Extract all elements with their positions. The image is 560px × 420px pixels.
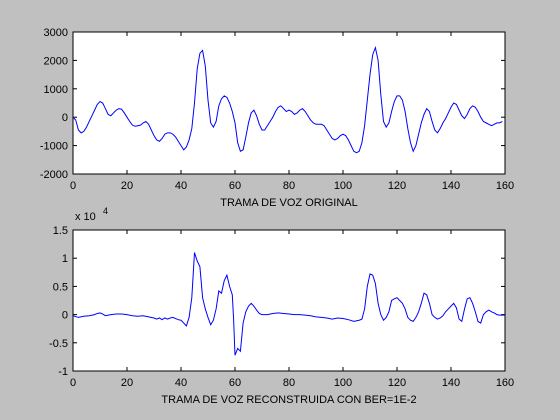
series-line (72, 252, 505, 356)
y-tick-label: 3000 (44, 27, 68, 39)
x-tick-label: 60 (229, 180, 241, 192)
x-axis-label: TRAMA DE VOZ ORIGINAL (220, 197, 358, 209)
axes-box (72, 229, 506, 372)
y-tick-label: 2000 (44, 55, 68, 67)
x-tick-label: 20 (121, 180, 133, 192)
x-tick-label: 40 (175, 180, 187, 192)
plot-original-voice-frame: 0 20 40 60 80 100 120 140 160 -2000 -1000 0 1000 2000… (40, 27, 514, 209)
y-tick-label: 1.5 (53, 225, 68, 237)
y-tick-label: -1 (58, 366, 68, 378)
x-tick-label: 40 (175, 377, 187, 389)
y-tick-label: 0 (62, 112, 68, 124)
x-tick-label: 20 (121, 377, 133, 389)
x-tick-label: 0 (70, 180, 76, 192)
y-tick-label: 0.5 (53, 281, 68, 293)
plot-reconstructed-voice-frame: 0 20 40 60 80 100 120 140 160 -1 -0.5 0 0.5 1 1.5 x 10 4… (49, 206, 514, 406)
y-tick-label: 1000 (44, 84, 68, 96)
y-tick-label: 0 (62, 310, 68, 322)
x-tick-label: 60 (229, 377, 241, 389)
x-tick-label: 100 (334, 180, 352, 192)
y-exponent-power: 4 (103, 206, 108, 216)
x-tick-label: 140 (442, 377, 460, 389)
y-tick-label: 1 (62, 253, 68, 265)
x-tick-label: 100 (334, 377, 352, 389)
x-tick-label: 0 (70, 377, 76, 389)
y-tick-label: -1000 (40, 141, 68, 153)
x-tick-label: 160 (496, 180, 514, 192)
y-exponent-label: x 10 (75, 211, 96, 223)
series-line (72, 45, 503, 154)
y-tick-label: -0.5 (49, 338, 68, 350)
x-tick-label: 120 (388, 180, 406, 192)
axes-box (72, 31, 506, 175)
x-tick-label: 120 (388, 377, 406, 389)
x-axis-label: TRAMA DE VOZ RECONSTRUIDA CON BER=1E-2 (161, 394, 416, 406)
x-tick-label: 160 (496, 377, 514, 389)
x-tick-label: 140 (442, 180, 460, 192)
x-tick-label: 80 (283, 180, 295, 192)
x-tick-label: 80 (283, 377, 295, 389)
y-tick-label: -2000 (40, 169, 68, 181)
